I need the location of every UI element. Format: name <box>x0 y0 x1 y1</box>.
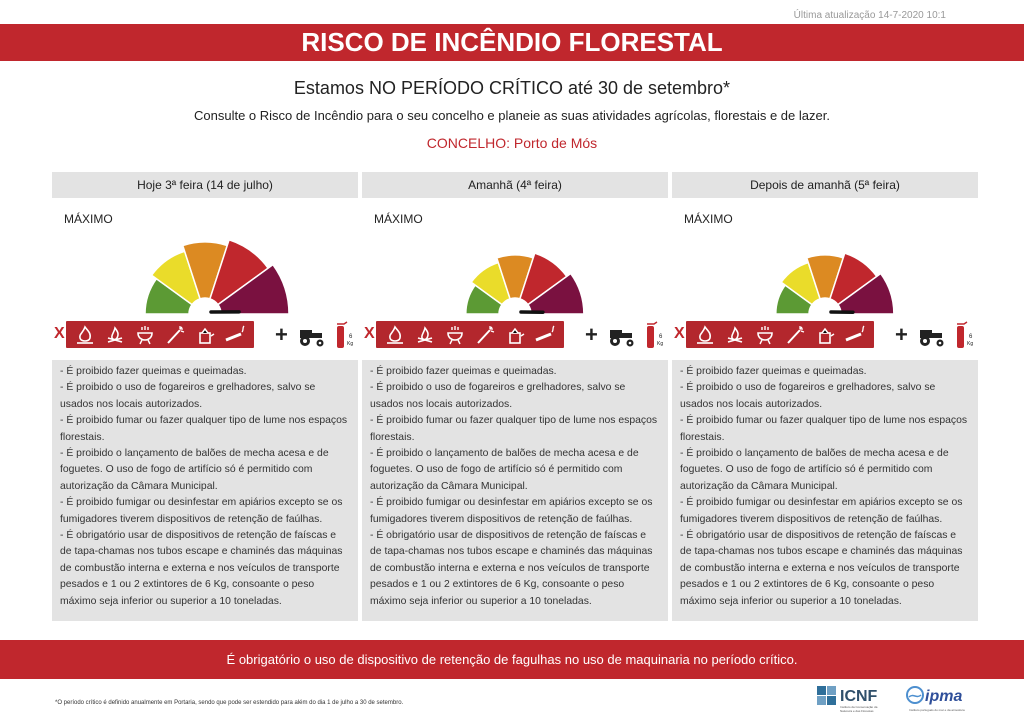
risk-gauge <box>465 252 585 316</box>
rule-item: - É proibido fazer queimas e queimadas. <box>370 366 557 377</box>
burning-icon <box>77 324 93 344</box>
fireworks-icon <box>787 325 805 344</box>
rule-item: - É proibido o uso de fogareiros e grelh… <box>680 382 936 410</box>
fireworks-icon <box>477 325 495 344</box>
smoking-icon <box>845 325 865 341</box>
footnote: *O período crítico é definido anualmente… <box>55 700 404 706</box>
beekeeping-smoker-icon <box>199 327 215 344</box>
grill-icon <box>757 325 773 344</box>
forecast-column-today: Hoje 3ª feira (14 de julho) MÁXIMO X + 6… <box>52 172 358 621</box>
plus-mark: + <box>275 322 288 347</box>
concelho-label: CONCELHO: Porto de Mós <box>426 135 598 151</box>
extinguisher-icon: 6Kg <box>957 321 973 348</box>
extinguisher-icon: 6Kg <box>337 321 353 348</box>
rule-item: - É proibido o uso de fogareiros e grelh… <box>60 382 316 410</box>
bonfire-icon <box>727 325 743 343</box>
tractor-icon <box>920 330 944 347</box>
bonfire-icon <box>417 325 433 343</box>
smoking-icon <box>535 325 555 341</box>
column-day-label: Amanhã (4ª feira) <box>362 172 668 198</box>
svg-text:Instituto português do mar e d: Instituto português do mar e da atmosfer… <box>909 708 965 712</box>
rules-list: - É proibido fazer queimas e queimadas. … <box>362 360 668 621</box>
rule-item: - É proibido fazer queimas e queimadas. <box>680 366 867 377</box>
rule-item: - É obrigatório usar de dispositivos de … <box>60 530 343 607</box>
prohibitions-row: X + 6 Kg <box>672 316 978 356</box>
gauge-segment-maximum <box>526 272 585 315</box>
beekeeping-smoker-icon <box>819 327 835 344</box>
x-mark: X <box>54 325 65 342</box>
grill-icon <box>137 325 153 344</box>
svg-text:6: 6 <box>659 334 663 340</box>
beekeeping-smoker-icon <box>509 327 525 344</box>
extinguisher-icon: 6Kg <box>647 321 663 348</box>
ipma-logo: ipma Instituto português do mar e da atm… <box>906 686 965 712</box>
rule-item: - É proibido fumigar ou desinfestar em a… <box>680 497 963 525</box>
tractor-icon <box>300 330 324 347</box>
rule-item: - É obrigatório usar de dispositivos de … <box>680 530 963 607</box>
grill-icon <box>447 325 463 344</box>
consult-text: Consulte o Risco de Incêndio para o seu … <box>194 108 830 123</box>
svg-text:Kg: Kg <box>967 341 973 347</box>
rule-item: - É proibido fumigar ou desinfestar em a… <box>370 497 653 525</box>
rule-item: - É proibido fumar ou fazer qualquer tip… <box>370 415 658 443</box>
bottom-notice: É obrigatório o uso de dispositivo de re… <box>0 640 1024 679</box>
rule-item: - É proibido fumar ou fazer qualquer tip… <box>680 415 968 443</box>
smoking-icon <box>225 325 245 341</box>
rule-item: - É proibido o lançamento de balões de m… <box>680 448 949 492</box>
svg-text:Kg: Kg <box>657 341 663 347</box>
risk-gauge <box>144 238 290 316</box>
svg-text:6: 6 <box>969 334 973 340</box>
icnf-logo: ICNF Instituto da Conservação da Naturez… <box>817 686 878 713</box>
svg-text:ICNF: ICNF <box>840 688 878 705</box>
rule-item: - É proibido fumigar ou desinfestar em a… <box>60 497 343 525</box>
plus-mark: + <box>895 322 908 347</box>
prohibited-activities-icons <box>376 321 564 348</box>
forecast-column-tomorrow: Amanhã (4ª feira) MÁXIMO X + 6 Kg - É pro… <box>362 172 668 621</box>
rule-item: - É proibido o lançamento de balões de m… <box>60 448 329 492</box>
tractor-icon <box>610 330 634 347</box>
page-title: RISCO DE INCÊNDIO FLORESTAL <box>0 24 1024 61</box>
gauge-segment-maximum <box>216 263 290 315</box>
gauge-segment-maximum <box>836 272 895 315</box>
prohibited-activities-icons <box>66 321 254 348</box>
svg-text:ipma: ipma <box>925 688 962 705</box>
rule-item: - É proibido o uso de fogareiros e grelh… <box>370 382 626 410</box>
rule-item: - É proibido fazer queimas e queimadas. <box>60 366 247 377</box>
risk-level-label: MÁXIMO <box>64 212 113 226</box>
rules-list: - É proibido fazer queimas e queimadas. … <box>672 360 978 621</box>
burning-icon <box>697 324 713 344</box>
svg-text:6: 6 <box>349 334 353 340</box>
column-day-label: Depois de amanhã (5ª feira) <box>672 172 978 198</box>
plus-mark: + <box>585 322 598 347</box>
rule-item: - É obrigatório usar de dispositivos de … <box>370 530 653 607</box>
fireworks-icon <box>167 325 185 344</box>
svg-text:Kg: Kg <box>347 341 353 347</box>
rule-item: - É proibido fumar ou fazer qualquer tip… <box>60 415 348 443</box>
risk-gauge <box>775 252 895 316</box>
last-updated: Última atualização 14-7-2020 10:1 <box>793 10 946 21</box>
critical-period-notice: Estamos NO PERÍODO CRÍTICO até 30 de set… <box>293 78 731 98</box>
svg-text:Natureza e das Florestas: Natureza e das Florestas <box>840 709 874 713</box>
x-mark: X <box>674 325 685 342</box>
forecast-column-day-after: Depois de amanhã (5ª feira) MÁXIMO X + 6… <box>672 172 978 621</box>
prohibitions-row: X + 6 Kg <box>362 316 668 356</box>
x-mark: X <box>364 325 375 342</box>
prohibitions-row: X + 6 Kg <box>52 316 358 356</box>
svg-text:Instituto da Conservação da: Instituto da Conservação da <box>840 705 878 709</box>
risk-level-label: MÁXIMO <box>374 212 423 226</box>
burning-icon <box>387 324 403 344</box>
rule-item: - É proibido o lançamento de balões de m… <box>370 448 639 492</box>
column-day-label: Hoje 3ª feira (14 de julho) <box>52 172 358 198</box>
rules-list: - É proibido fazer queimas e queimadas. … <box>52 360 358 621</box>
bonfire-icon <box>107 325 123 343</box>
prohibited-activities-icons <box>686 321 874 348</box>
risk-level-label: MÁXIMO <box>684 212 733 226</box>
